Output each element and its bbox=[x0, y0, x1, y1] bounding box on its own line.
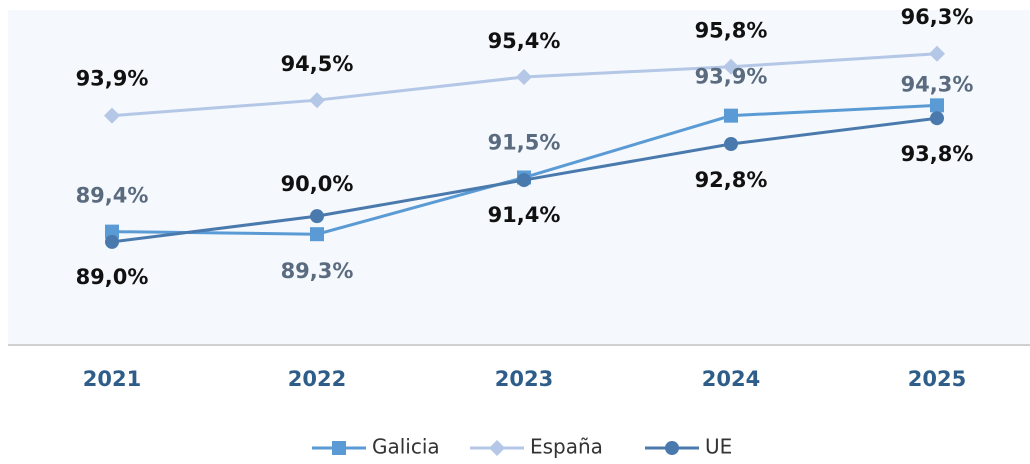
data-point bbox=[723, 58, 739, 75]
data-label: 90,0% bbox=[281, 172, 354, 196]
data-label: 91,4% bbox=[488, 203, 561, 227]
x-tick-label: 2022 bbox=[288, 367, 346, 391]
legend-marker bbox=[665, 441, 679, 455]
data-point bbox=[930, 98, 944, 113]
data-point bbox=[104, 107, 120, 124]
data-point bbox=[724, 108, 738, 123]
data-label: 93,8% bbox=[901, 142, 974, 166]
legend-label: UE bbox=[705, 435, 732, 459]
legend-marker bbox=[489, 440, 505, 456]
data-point bbox=[517, 173, 531, 188]
data-label: 91,5% bbox=[488, 131, 561, 155]
data-point bbox=[930, 111, 944, 126]
legend-marker bbox=[332, 441, 346, 455]
legend-label: España bbox=[530, 435, 603, 459]
x-tick-label: 2021 bbox=[83, 367, 141, 391]
data-point bbox=[309, 92, 325, 109]
data-point bbox=[310, 227, 324, 242]
data-label: 95,8% bbox=[695, 19, 768, 43]
data-label: 93,9% bbox=[76, 67, 149, 91]
data-point bbox=[516, 69, 532, 85]
data-label: 92,8% bbox=[695, 168, 768, 192]
data-point bbox=[105, 224, 119, 239]
data-point bbox=[929, 45, 945, 62]
data-label: 94,3% bbox=[901, 72, 974, 96]
data-label: 95,4% bbox=[488, 29, 561, 53]
data-label: 89,0% bbox=[76, 265, 149, 289]
x-tick-label: 2024 bbox=[702, 367, 760, 391]
data-label: 96,3% bbox=[901, 5, 974, 29]
data-label: 89,4% bbox=[76, 184, 149, 208]
data-point bbox=[724, 137, 738, 151]
data-point bbox=[105, 234, 119, 249]
legend-label: Galicia bbox=[372, 435, 440, 459]
x-tick-label: 2023 bbox=[495, 367, 553, 391]
data-label: 89,3% bbox=[281, 259, 354, 283]
data-label: 93,9% bbox=[695, 65, 768, 89]
data-label: 94,5% bbox=[281, 52, 354, 76]
data-point bbox=[310, 209, 324, 224]
x-tick-label: 2025 bbox=[908, 367, 966, 391]
